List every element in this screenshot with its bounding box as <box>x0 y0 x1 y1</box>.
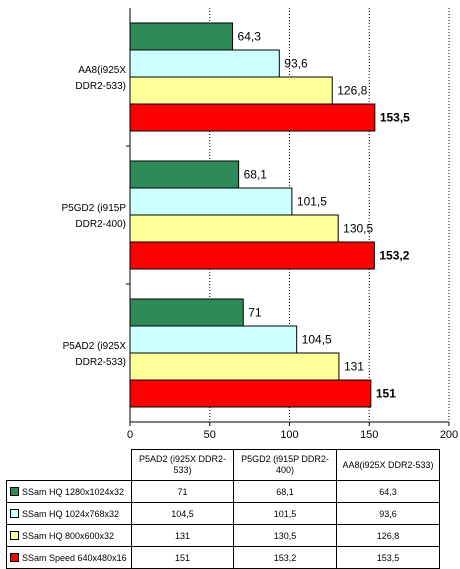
table-cell: 126,8 <box>336 524 440 547</box>
data-label: 126,8 <box>337 84 367 98</box>
data-label: 104,5 <box>302 333 332 347</box>
column-header-line: AA8(i925X DDR2-533) <box>342 459 434 470</box>
table-cell: 104,5 <box>131 502 234 525</box>
column-header-line: P5AD2 (i925X DDR2- <box>138 454 227 464</box>
data-label: 68,1 <box>244 168 268 182</box>
table-cell: 130,5 <box>233 524 337 547</box>
table-row: SSam HQ 1280x1024x32 71 68,1 64,3 <box>6 480 440 503</box>
bar <box>129 22 234 51</box>
category-label: AA8(i925X <box>78 65 126 76</box>
legend-swatch <box>10 530 19 540</box>
data-label: 131 <box>344 360 364 374</box>
table-cell: 68,1 <box>233 480 337 503</box>
table-cell: 64,3 <box>336 480 440 503</box>
column-header-line: P5GD2 (i915P DDR2- <box>241 454 329 464</box>
table-column-header: AA8(i925X DDR2-533) <box>336 449 440 481</box>
table-corner <box>6 449 132 481</box>
data-label: 93,6 <box>284 57 308 71</box>
bar <box>129 379 372 408</box>
table-cell: 93,6 <box>336 502 440 525</box>
table-column-header: P5GD2 (i915P DDR2- 400) <box>233 449 337 481</box>
bar <box>129 325 298 354</box>
data-label: 153,2 <box>379 249 409 263</box>
x-tick-label: 200 <box>440 429 458 441</box>
series-name: SSam HQ 1280x1024x32 <box>22 486 125 497</box>
category-label: DDR2-533) <box>75 81 126 92</box>
category-label: P5AD2 (i925X <box>63 341 127 352</box>
bar <box>129 187 293 216</box>
x-tick-label: 50 <box>204 429 216 441</box>
category-label: DDR2-533) <box>75 357 126 368</box>
x-tick-label: 150 <box>360 429 378 441</box>
bar <box>129 214 339 243</box>
data-label: 153,5 <box>380 111 410 125</box>
data-label: 64,3 <box>238 30 262 44</box>
series-cell: SSam HQ 1024x768x32 <box>6 502 132 525</box>
table-header-row: P5AD2 (i925X DDR2- 533) P5GD2 (i915P DDR… <box>6 449 440 481</box>
table-row: SSam HQ 1024x768x32 104,5 101,5 93,6 <box>6 502 440 525</box>
legend-swatch <box>10 552 19 562</box>
category-label: DDR2-400) <box>75 219 126 230</box>
data-label: 71 <box>248 306 262 320</box>
legend-swatch <box>10 508 19 518</box>
bar <box>129 241 375 270</box>
bar <box>129 49 280 78</box>
column-header-line: 533) <box>173 465 192 475</box>
series-cell: SSam HQ 1280x1024x32 <box>6 480 132 503</box>
data-label: 151 <box>376 387 396 401</box>
data-label: 130,5 <box>343 222 373 236</box>
bar <box>129 103 376 132</box>
column-header-line: 400) <box>275 465 294 475</box>
bar-chart: 64,3 93,6 126,8 153,5 AA8(i925X DDR2-533) 68,1… <box>62 8 458 441</box>
data-table: P5AD2 (i925X DDR2- 533) P5GD2 (i915P DDR… <box>6 449 440 569</box>
series-name: SSam HQ 1024x768x32 <box>22 508 120 519</box>
series-name: SSam HQ 800x600x32 <box>22 530 115 541</box>
bar <box>129 298 244 327</box>
table-row: SSam HQ 800x600x32 131 130,5 126,8 <box>6 524 440 547</box>
bar <box>129 352 340 381</box>
x-tick-label: 0 <box>127 429 133 441</box>
table-cell: 101,5 <box>233 502 337 525</box>
table-column-header: P5AD2 (i925X DDR2- 533) <box>131 449 234 481</box>
category-label: P5GD2 (i915P <box>62 203 127 214</box>
legend-swatch <box>10 486 19 496</box>
bar <box>129 76 333 105</box>
bar <box>129 160 240 189</box>
table-cell: 131 <box>131 524 234 547</box>
x-tick-label: 100 <box>280 429 298 441</box>
series-cell: SSam HQ 800x600x32 <box>6 524 132 547</box>
table-cell: 71 <box>131 480 234 503</box>
data-label: 101,5 <box>297 195 327 209</box>
